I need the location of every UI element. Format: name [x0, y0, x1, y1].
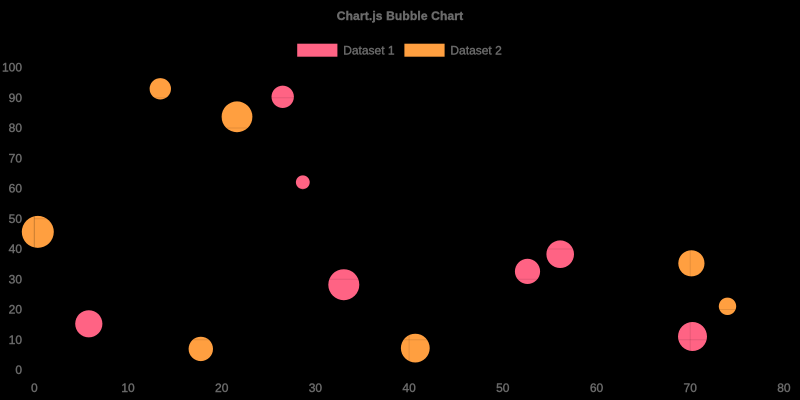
svg-text:40: 40	[9, 242, 23, 256]
svg-text:70: 70	[9, 151, 23, 165]
svg-text:60: 60	[9, 182, 23, 196]
svg-text:0: 0	[31, 381, 38, 395]
svg-text:80: 80	[777, 381, 791, 395]
svg-text:Dataset 1: Dataset 1	[343, 44, 395, 58]
svg-text:10: 10	[9, 333, 23, 347]
svg-text:100: 100	[2, 61, 22, 75]
svg-text:30: 30	[309, 381, 323, 395]
svg-text:Chart.js Bubble Chart: Chart.js Bubble Chart	[337, 9, 464, 23]
svg-text:90: 90	[9, 91, 23, 105]
svg-text:10: 10	[121, 381, 135, 395]
svg-text:70: 70	[684, 381, 698, 395]
svg-text:0: 0	[15, 363, 22, 377]
svg-text:50: 50	[496, 381, 510, 395]
svg-text:20: 20	[215, 381, 229, 395]
svg-text:50: 50	[9, 212, 23, 226]
svg-text:30: 30	[9, 272, 23, 286]
svg-text:20: 20	[9, 303, 23, 317]
svg-text:Dataset 2: Dataset 2	[450, 44, 502, 58]
svg-text:40: 40	[402, 381, 416, 395]
svg-text:80: 80	[9, 121, 23, 135]
svg-text:60: 60	[590, 381, 604, 395]
